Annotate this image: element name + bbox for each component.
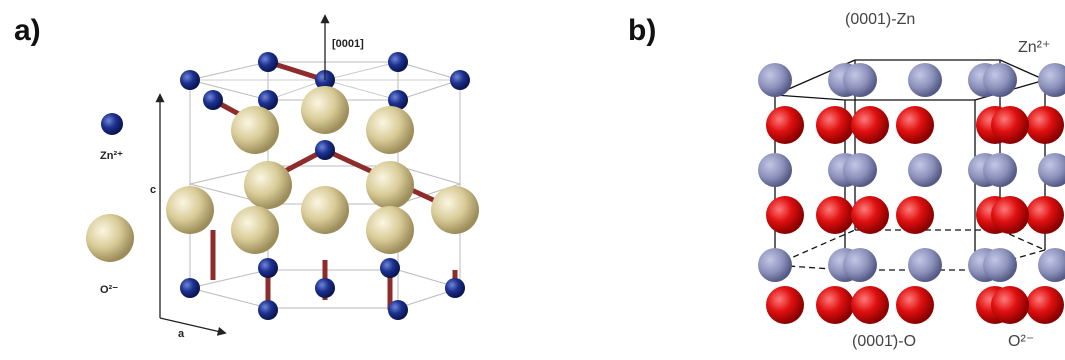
o-atom xyxy=(991,286,1029,324)
o-atom xyxy=(851,286,889,324)
zn-atom xyxy=(388,52,408,72)
zn-atom xyxy=(180,278,200,298)
zn-atom xyxy=(758,63,792,97)
zn-atom xyxy=(258,258,278,278)
o-atom xyxy=(766,196,804,234)
o-atom xyxy=(301,186,349,234)
o-atom xyxy=(244,161,292,209)
o-atom xyxy=(766,106,804,144)
o-atom xyxy=(991,106,1029,144)
o-atom xyxy=(366,161,414,209)
zn-atom xyxy=(758,248,792,282)
legend-label: O²⁻ xyxy=(100,284,118,296)
face-label: (0001̄)-O xyxy=(852,333,916,350)
zn-atom xyxy=(388,300,408,320)
o-atom xyxy=(1026,196,1064,234)
o-atom xyxy=(851,196,889,234)
o-atom xyxy=(851,106,889,144)
o-atom xyxy=(991,196,1029,234)
zn-atom xyxy=(380,258,400,278)
axis-label: a xyxy=(178,328,185,340)
cell-edge xyxy=(190,270,268,288)
o-atom xyxy=(231,206,279,254)
zn-atom xyxy=(983,63,1017,97)
legend-o-atom xyxy=(86,214,134,262)
figure: a) b) [0001] c a Zn²⁺ O²⁻ (0001)-Zn Zn²⁺… xyxy=(0,0,1065,360)
axis-label: [0001] xyxy=(332,38,364,50)
o-atom xyxy=(301,86,349,134)
legend-label: Zn²⁺ xyxy=(100,150,123,162)
zn-atom xyxy=(758,153,792,187)
zn-atom xyxy=(258,300,278,320)
cell-edge xyxy=(775,95,845,100)
o-atom xyxy=(431,186,479,234)
zn-atom xyxy=(843,153,877,187)
panel-b xyxy=(758,60,1065,324)
o-atom xyxy=(896,196,934,234)
cell-edge xyxy=(325,62,398,80)
o-atom xyxy=(896,286,934,324)
panel-label: b) xyxy=(628,14,656,47)
o-atom xyxy=(366,206,414,254)
o-atom xyxy=(1026,106,1064,144)
o-atom xyxy=(766,286,804,324)
zn-atom xyxy=(203,90,223,110)
o-atom xyxy=(816,106,854,144)
legend-label: O²⁻ xyxy=(1008,333,1034,350)
axis-label: c xyxy=(150,184,156,196)
zn-atom xyxy=(908,153,942,187)
cell-edge xyxy=(190,288,268,308)
zn-atom xyxy=(983,248,1017,282)
zn-atom xyxy=(445,278,465,298)
zn-atom xyxy=(843,248,877,282)
o-atom xyxy=(816,196,854,234)
zn-atom xyxy=(1038,248,1065,282)
zn-atom xyxy=(180,70,200,90)
zn-atom xyxy=(450,70,470,90)
zn-atom xyxy=(258,52,278,72)
legend-zn-atom xyxy=(101,113,123,135)
panel-label: a) xyxy=(14,14,41,47)
zn-atom xyxy=(843,63,877,97)
panel-a xyxy=(166,52,479,320)
face-label: (0001)-Zn xyxy=(845,11,915,28)
zn-atom xyxy=(983,153,1017,187)
o-atom xyxy=(896,106,934,144)
o-atom xyxy=(166,186,214,234)
axis-arrow xyxy=(160,318,225,333)
cell-edge xyxy=(190,80,268,100)
legend-label: Zn²⁺ xyxy=(1018,39,1050,56)
zn-atom xyxy=(1038,153,1065,187)
zn-atom xyxy=(908,248,942,282)
o-atom xyxy=(816,286,854,324)
zn-atom xyxy=(908,63,942,97)
cell-edge xyxy=(190,62,268,80)
o-atom xyxy=(366,106,414,154)
zn-atom xyxy=(315,278,335,298)
zn-atom xyxy=(1038,63,1065,97)
o-atom xyxy=(1026,286,1064,324)
zn-atom xyxy=(315,140,335,160)
o-atom xyxy=(231,106,279,154)
